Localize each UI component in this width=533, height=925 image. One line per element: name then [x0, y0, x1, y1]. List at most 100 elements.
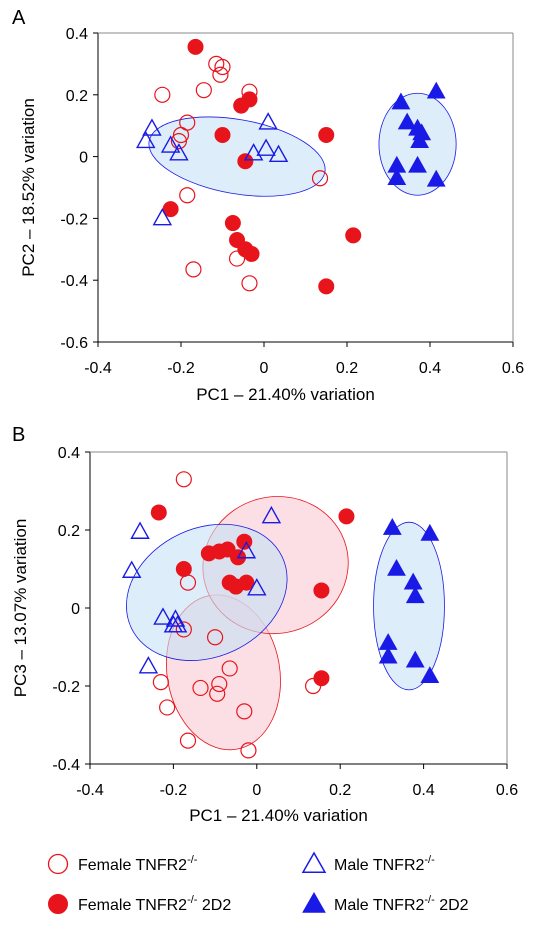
panel-a-point: [214, 126, 231, 143]
panel-a-point: [154, 86, 171, 103]
panel-a-point: [228, 250, 246, 267]
panel-a-male-ellipse: [148, 116, 326, 197]
panel-a-point: [397, 112, 417, 130]
panel-b-point: [313, 582, 330, 599]
panel-b-point: [313, 670, 330, 687]
legend-label: Male TNFR2-/- 2D2: [334, 894, 469, 914]
panel-a-point: [241, 91, 258, 108]
panel-b-y-tick-label: 0.4: [58, 445, 80, 462]
panel-b-point: [382, 518, 402, 535]
panel-b-point: [138, 656, 159, 674]
panel-a-point: [243, 143, 264, 161]
panel-b-point: [247, 578, 267, 596]
legend-item-female-2d2: Female TNFR2-/- 2D2: [48, 894, 231, 914]
panel-a-point: [170, 133, 188, 150]
panel-b-point: [420, 523, 440, 541]
panel-b-point: [338, 508, 355, 525]
panel-b-x-tick-label: -0.4: [76, 782, 104, 799]
panel-a-point: [410, 131, 430, 148]
panel-a-point: [195, 82, 212, 99]
panel-a-point: [135, 130, 156, 149]
panel-a-y-tick-label: 0: [79, 150, 88, 167]
panel-b-points: [121, 471, 440, 759]
panel-b-point: [121, 560, 142, 578]
panel-a-y-axis-title: PC2 – 18.52% variation: [19, 98, 38, 277]
panel-b-point: [150, 504, 167, 521]
panel-a-point: [237, 153, 254, 170]
panel-a-y-tick-label: -0.4: [60, 273, 88, 290]
panel-a: A -0.4 -0.2 0 0.2 0.4 0.6 0.4 0.2 0 -0.2 -0.4 -0.6 P…: [12, 7, 524, 404]
panel-a-y-tick-label: -0.2: [60, 211, 88, 228]
panel-a-point: [345, 227, 362, 244]
panel-a-point: [160, 135, 181, 153]
panel-a-point: [179, 114, 196, 131]
panel-a-point: [224, 215, 241, 232]
panel-b: B -0.4 -0.2 0 0.2 0.4 0.6 0.4 0.2 0 -0.2 -0.4 PC1 –…: [11, 424, 518, 825]
panel-b-axes: -0.4 -0.2 0 0.2 0.4 0.6 0.4 0.2 0 -0.2 -0.4 PC1 – 2…: [11, 445, 518, 825]
legend-marker: [47, 853, 69, 875]
panel-a-y-tick-label: 0.2: [66, 88, 88, 105]
panel-b-point: [211, 675, 228, 693]
panel-b-x-tick-label: 0.6: [496, 782, 518, 799]
panel-a-point: [152, 207, 173, 226]
legend-label: Male TNFR2-/-: [334, 854, 435, 874]
panel-b-x-tick-label: 0.2: [329, 782, 351, 799]
panel-b-point: [403, 572, 423, 590]
panel-b-point: [209, 685, 226, 702]
panel-a-y-tick-label: -0.6: [60, 335, 88, 352]
panel-a-ellipses: [148, 92, 457, 197]
panel-a-point: [243, 245, 260, 262]
panel-b-point: [238, 574, 255, 591]
panel-a-point: [408, 155, 427, 173]
panel-a-point: [391, 92, 411, 110]
panel-b-point: [261, 505, 282, 524]
panel-a-y-tick-label: 0.4: [66, 26, 88, 43]
panel-a-x-tick-label: 0.6: [502, 360, 524, 377]
panel-b-point: [159, 699, 176, 716]
panel-b-y-tick-label: -0.2: [52, 679, 80, 696]
legend-label: Female TNFR2-/-: [78, 854, 198, 874]
panel-a-x-tick-label: 0.2: [336, 360, 358, 377]
panel-b-point: [130, 521, 150, 539]
panel-a-point: [318, 126, 335, 143]
panel-b-x-axis-title: PC1 – 21.40% variation: [189, 806, 368, 825]
panel-a-point: [162, 201, 179, 218]
panel-a-point: [142, 118, 162, 136]
panel-b-point: [165, 609, 186, 627]
panel-a-point: [387, 168, 407, 186]
panel-a-x-tick-label: 0: [260, 360, 269, 377]
panel-b-point: [175, 471, 192, 488]
panel-a-point: [214, 58, 231, 76]
legend: Female TNFR2-/- Male TNFR2-/- Female TNFR2…: [47, 851, 469, 914]
panel-a-point: [258, 112, 278, 130]
panel-b-point: [152, 673, 169, 691]
panel-b-y-tick-label: 0: [71, 601, 80, 618]
panel-a-point: [212, 66, 229, 83]
legend-label: Female TNFR2-/- 2D2: [78, 894, 231, 914]
panel-a-x-tick-label: -0.4: [84, 360, 112, 377]
panel-a-points: [135, 38, 446, 295]
panel-b-letter: B: [12, 424, 25, 446]
panel-b-x-tick-label: 0: [252, 782, 261, 799]
panel-a-point: [256, 138, 276, 156]
panel-b-point: [153, 607, 173, 625]
panel-b-point: [207, 629, 224, 646]
panel-b-point: [387, 558, 406, 576]
panel-a-point: [268, 144, 289, 163]
legend-item-male-ko: Male TNFR2-/-: [301, 851, 435, 874]
legend-item-female-ko: Female TNFR2-/-: [47, 853, 198, 875]
panel-a-x-tick-label: 0.4: [419, 360, 441, 377]
panel-b-point: [378, 646, 398, 664]
legend-item-male-2d2: Male TNFR2-/- 2D2: [302, 891, 469, 914]
panel-b-y-tick-label: -0.4: [52, 757, 80, 774]
panel-b-x-tick-label: -0.2: [160, 782, 188, 799]
panel-a-point: [426, 169, 446, 187]
panel-b-point: [221, 660, 238, 677]
panel-a-point: [241, 275, 258, 292]
panel-b-point: [179, 732, 197, 749]
legend-marker: [302, 891, 326, 913]
panel-b-point: [192, 679, 209, 697]
panel-b-point: [240, 742, 257, 759]
panel-b-point: [236, 541, 257, 559]
